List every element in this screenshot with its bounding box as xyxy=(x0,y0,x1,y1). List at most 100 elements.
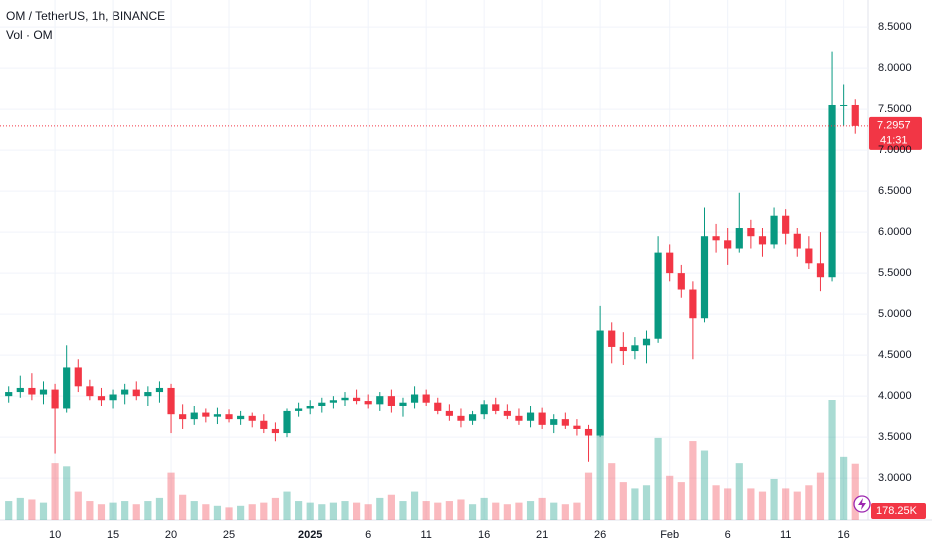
x-tick-label: 6 xyxy=(365,529,371,541)
x-tick-label: 21 xyxy=(536,529,548,541)
volume-bar xyxy=(724,488,732,520)
volume-bar xyxy=(816,472,825,520)
volume-bar xyxy=(619,482,627,520)
candle-body xyxy=(596,330,604,436)
volume-bar xyxy=(758,491,767,520)
y-tick-label: 3.0000 xyxy=(878,472,912,484)
candle-body xyxy=(700,236,709,319)
x-tick-label: 16 xyxy=(478,529,490,541)
volume-bar xyxy=(840,456,848,520)
candle-body xyxy=(237,415,245,420)
volume-bar xyxy=(329,502,337,520)
volume-bar xyxy=(422,501,430,520)
countdown-label: 41:31 xyxy=(880,135,908,147)
volume-bar xyxy=(51,463,59,520)
x-tick-label: 15 xyxy=(107,529,119,541)
volume-bar xyxy=(202,504,210,520)
volume-bar xyxy=(74,491,82,520)
candle-layer xyxy=(5,51,859,462)
candle-body xyxy=(306,405,314,409)
x-tick-label: 11 xyxy=(780,529,791,541)
candle-body xyxy=(16,387,24,393)
candle-body xyxy=(712,236,720,241)
candle-body xyxy=(364,401,372,405)
candle-body xyxy=(410,394,419,403)
volume-bar xyxy=(445,501,453,520)
volume-bar xyxy=(109,502,117,520)
volume-bar xyxy=(584,472,593,520)
x-tick-label: 11 xyxy=(420,529,431,541)
volume-bar xyxy=(735,463,743,520)
volume-bar xyxy=(16,497,24,520)
volume-bar xyxy=(167,472,175,520)
volume-bar xyxy=(144,501,152,520)
y-tick-label: 8.5000 xyxy=(878,21,912,33)
last-volume-label: 178.25K xyxy=(876,505,918,517)
candle-body xyxy=(28,387,36,395)
volume-bar xyxy=(364,504,372,520)
volume-bar xyxy=(492,502,500,520)
candle-body xyxy=(167,387,175,415)
volume-bar xyxy=(341,501,349,520)
candle-body xyxy=(271,428,280,434)
volume-bar xyxy=(596,418,604,520)
volume-bar xyxy=(121,501,129,520)
candle-body xyxy=(283,410,291,434)
volume-bar xyxy=(5,501,13,520)
candle-body xyxy=(851,104,859,126)
volume-bar xyxy=(642,485,651,520)
candle-body xyxy=(561,419,569,426)
candle-body xyxy=(631,345,639,352)
volume-bar xyxy=(677,482,685,520)
grid xyxy=(0,0,868,520)
volume-bar xyxy=(97,504,106,520)
x-tick-label: 20 xyxy=(165,529,177,541)
y-tick-label: 6.0000 xyxy=(878,226,912,238)
volume-bar xyxy=(457,499,465,520)
volume-bar xyxy=(700,450,709,520)
chart-title: OM / TetherUS, 1h, BINANCE xyxy=(6,9,165,23)
x-tick-label: Feb xyxy=(660,529,679,541)
candle-body xyxy=(248,415,256,421)
volume-bar xyxy=(550,502,558,520)
volume-bar xyxy=(434,502,442,520)
volume-bar xyxy=(828,400,836,520)
candle-body xyxy=(770,215,778,245)
candle-body xyxy=(51,389,59,409)
candle-body xyxy=(63,367,71,409)
y-tick-label: 3.5000 xyxy=(878,431,912,443)
candle-body xyxy=(341,397,349,401)
candle-body xyxy=(573,425,581,429)
volume-bar xyxy=(480,497,488,520)
volume-bar xyxy=(28,499,36,520)
volume-bar xyxy=(179,494,187,520)
last-price-label: 7.2957 xyxy=(877,120,911,132)
candle-body xyxy=(793,233,801,249)
volume-bar xyxy=(782,488,790,520)
volume-bar xyxy=(283,491,291,520)
volume-bar xyxy=(237,505,245,520)
volume-bar xyxy=(132,504,140,520)
volume-bar xyxy=(260,502,268,520)
candle-body xyxy=(666,252,674,274)
volume-bar xyxy=(63,466,71,520)
candle-body xyxy=(677,273,685,290)
candle-body xyxy=(202,412,210,417)
chart-subtitle: Vol · OM xyxy=(6,28,53,42)
candle-body xyxy=(74,367,82,387)
volume-bar xyxy=(712,485,720,520)
y-tick-label: 4.0000 xyxy=(878,390,912,402)
volume-bar xyxy=(248,504,256,520)
candle-body xyxy=(387,396,395,406)
y-tick-label: 4.5000 xyxy=(878,349,912,361)
candle-body xyxy=(515,415,523,421)
candle-body xyxy=(39,389,48,395)
candle-body xyxy=(329,400,337,403)
candle-body xyxy=(735,228,743,249)
volume-bar xyxy=(515,502,523,520)
candle-body xyxy=(457,415,465,421)
volume-bar xyxy=(851,463,859,520)
candle-body xyxy=(724,240,732,249)
candle-body xyxy=(654,252,662,339)
